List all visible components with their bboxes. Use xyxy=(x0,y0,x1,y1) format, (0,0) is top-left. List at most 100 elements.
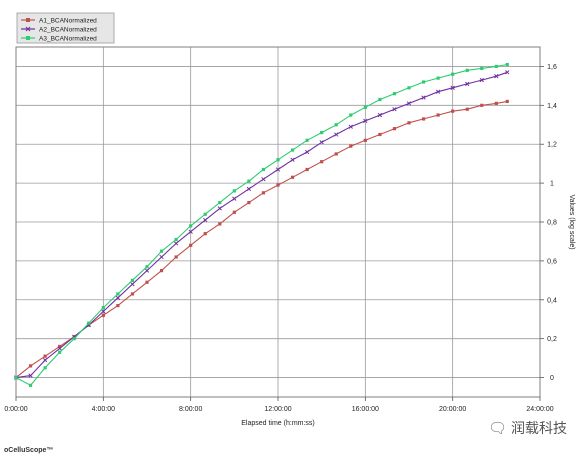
y-tick-label: 0,6 xyxy=(547,258,557,265)
series-line xyxy=(15,63,508,386)
data-point xyxy=(407,121,411,125)
grid xyxy=(15,47,541,397)
data-point xyxy=(319,140,324,145)
data-point xyxy=(218,222,222,226)
data-point xyxy=(174,255,178,259)
data-point xyxy=(43,354,47,358)
legend-marker xyxy=(26,36,30,40)
data-point xyxy=(480,66,484,70)
data-point xyxy=(435,89,441,94)
data-point xyxy=(58,350,62,354)
series-1 xyxy=(14,99,509,380)
data-point xyxy=(494,64,498,69)
data-point xyxy=(392,127,397,131)
data-point xyxy=(246,186,252,192)
data-point xyxy=(421,95,426,100)
data-point xyxy=(494,74,499,79)
data-point xyxy=(421,117,426,121)
data-point xyxy=(42,357,48,363)
data-point xyxy=(378,132,382,137)
data-point xyxy=(203,232,207,236)
x-tick-label: 4:00:00 xyxy=(92,406,115,413)
data-point xyxy=(130,278,135,282)
data-point xyxy=(189,224,193,228)
data-point xyxy=(173,241,179,246)
data-point xyxy=(349,144,353,148)
data-point xyxy=(203,217,208,223)
data-point xyxy=(28,373,33,378)
data-point xyxy=(465,68,469,72)
data-point xyxy=(348,124,353,129)
y-tick-label: 1,2 xyxy=(547,142,557,149)
x-axis-label: Elapsed time (h:mm:ss) xyxy=(241,420,315,427)
legend: A1_BCANormalized A2_BCANormalized A3_BCANo… xyxy=(16,12,115,44)
data-point xyxy=(290,175,295,179)
data-point xyxy=(58,344,62,349)
data-point xyxy=(334,152,338,156)
data-point xyxy=(261,191,266,195)
y-tick-label: 0 xyxy=(550,375,554,382)
data-point xyxy=(115,295,121,300)
data-point xyxy=(87,321,91,325)
data-point xyxy=(247,179,251,183)
y-tick-label: 1 xyxy=(550,181,554,188)
data-point xyxy=(276,158,280,162)
data-point xyxy=(505,62,509,67)
series-line xyxy=(15,100,508,379)
data-point xyxy=(72,337,76,341)
data-point xyxy=(334,132,339,137)
data-point xyxy=(144,268,150,273)
data-point xyxy=(465,81,470,87)
data-point xyxy=(505,99,509,104)
data-point xyxy=(392,107,397,112)
data-point xyxy=(451,72,455,76)
data-point xyxy=(218,200,222,205)
data-point xyxy=(145,280,149,284)
y-axis-label: Values (log scale) xyxy=(568,194,575,249)
y-axis: 0 0,2 0,4 0,6 0,8 1 1,2 1,4 1,6 xyxy=(540,64,557,382)
data-point xyxy=(451,109,455,113)
x-tick-label: 12:00:00 xyxy=(264,406,291,413)
legend-label: A1_BCANormalized xyxy=(39,18,97,25)
data-point xyxy=(290,157,295,162)
data-point xyxy=(276,183,280,187)
data-point xyxy=(217,206,222,211)
data-point xyxy=(247,200,251,205)
data-point xyxy=(261,167,266,172)
data-point xyxy=(101,309,106,314)
data-point xyxy=(101,305,105,310)
data-point xyxy=(421,80,426,84)
data-point xyxy=(378,97,382,102)
data-point xyxy=(349,113,353,117)
y-tick-label: 0,2 xyxy=(547,336,557,343)
data-point xyxy=(505,70,510,75)
data-point xyxy=(436,76,440,80)
data-point xyxy=(232,210,236,214)
series-2 xyxy=(13,70,510,380)
x-tick-label: 8:00:00 xyxy=(179,406,202,413)
data-point xyxy=(494,101,498,105)
x-tick-label: 20:00:00 xyxy=(439,406,466,413)
x-tick-label: 0:00:00 xyxy=(4,406,27,413)
data-point xyxy=(145,265,149,269)
watermark-text: 润载科技 xyxy=(511,421,567,437)
x-tick-label: 24:00:00 xyxy=(526,406,553,413)
series-3 xyxy=(14,62,509,387)
data-point xyxy=(363,105,367,109)
data-point xyxy=(479,77,484,83)
data-point xyxy=(305,167,309,172)
data-point xyxy=(465,107,469,111)
data-point xyxy=(304,149,310,155)
data-point xyxy=(159,254,164,260)
data-point xyxy=(189,243,193,247)
data-point xyxy=(450,85,455,90)
data-point xyxy=(363,118,368,124)
data-point xyxy=(57,346,62,351)
y-tick-label: 0,4 xyxy=(547,297,557,304)
data-point xyxy=(159,269,164,273)
data-point xyxy=(261,177,266,182)
data-point xyxy=(377,112,383,118)
y-tick-label: 1,4 xyxy=(547,103,557,110)
data-point xyxy=(116,304,120,308)
